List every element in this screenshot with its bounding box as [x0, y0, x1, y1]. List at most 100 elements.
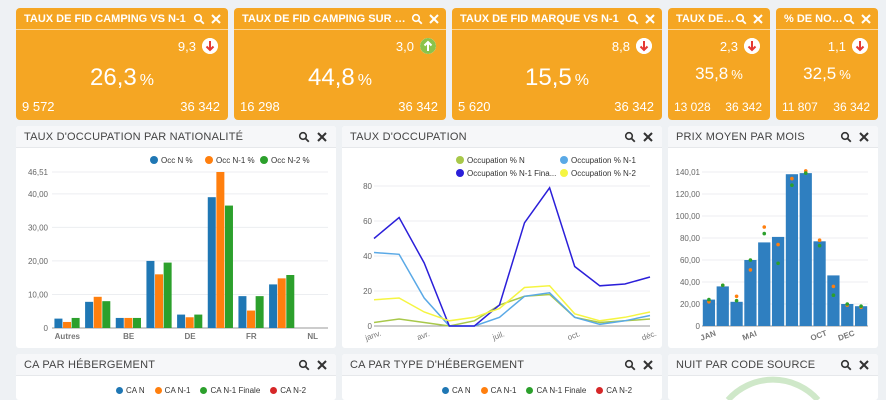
search-icon[interactable]: [624, 131, 636, 143]
x-tick-label: MAI: [741, 329, 758, 342]
x-tick-label: oct.: [566, 329, 581, 342]
legend-label: Occ N-1 %: [216, 156, 255, 165]
kpi-unit: %: [574, 72, 589, 89]
y-tick-label: 20,00: [28, 257, 49, 266]
bar: [238, 296, 247, 328]
kpi-compare-value: 1,1: [827, 38, 846, 54]
marker-dot: [720, 283, 725, 288]
kpi-title: TAUX DE FID MARQUE VS N-1: [460, 12, 619, 25]
search-icon[interactable]: [627, 13, 639, 25]
legend-item[interactable]: CA N: [442, 386, 471, 395]
close-icon[interactable]: [210, 13, 222, 25]
kpi-footer: 9 572 36 342: [22, 99, 220, 114]
bar: [163, 262, 172, 328]
y-tick-label: 60: [363, 217, 372, 226]
marker-dot: [776, 242, 780, 247]
kpi-comparison: 2,3: [720, 38, 760, 54]
marker-dot: [707, 297, 711, 302]
kpi-tile-nouveaux[interactable]: % DE NOU... 1,1 32,5% 11 807 36 342: [776, 8, 878, 120]
ca-hebergement-legend: CA N CA N-1 CA N-1 Finale CA N-2: [116, 386, 306, 395]
legend-label: CA N-2: [280, 386, 307, 395]
legend-label: CA N-2: [606, 386, 633, 395]
kpi-comparison: 3,0: [396, 38, 436, 54]
close-icon[interactable]: [644, 13, 656, 25]
prix-bar-chart: 140,01 120,00 100,00 80,00 60,00 40,00 20,00 0J…: [676, 168, 868, 343]
arrow-down-icon: [636, 38, 652, 54]
y-tick-label: 60,00: [680, 256, 701, 265]
kpi-footer: 16 298 36 342: [240, 99, 438, 114]
legend-item[interactable]: CA N-2: [596, 386, 632, 395]
legend-item[interactable]: CA N-2: [270, 386, 306, 395]
kpi-tile-fid-4[interactable]: TAUX DE F... 2,3 35,8% 13 028 36 342: [668, 8, 770, 120]
legend-label: Occ N %: [161, 156, 193, 165]
ca-type-legend: CA N CA N-1 CA N-1 Finale CA N-2: [442, 386, 632, 395]
series-line: [373, 293, 651, 327]
arrow-down-icon: [852, 38, 868, 54]
search-icon[interactable]: [193, 13, 205, 25]
legend-label: Occupation % N-2: [571, 169, 636, 178]
kpi-header: TAUX DE FID MARQUE VS N-1: [452, 8, 662, 30]
marker-dot: [776, 261, 780, 266]
legend-item[interactable]: CA N-1 Finale: [526, 386, 586, 395]
marker-dot: [762, 231, 767, 236]
kpi-tile-fid-camping-3-ans[interactable]: TAUX DE FID CAMPING SUR 3 ANS 3,0 44,8% …: [234, 8, 446, 120]
legend-item[interactable]: CA N-1: [480, 386, 516, 395]
kpi-main-value: 32,5%: [776, 64, 878, 84]
y-tick-label: 100,00: [676, 212, 701, 221]
kpi-tile-fid-marque-vs-n1[interactable]: TAUX DE FID MARQUE VS N-1 8,8 15,5% 5 62…: [452, 8, 662, 120]
kpi-header: % DE NOU...: [776, 8, 878, 30]
bar: [194, 314, 203, 328]
legend-label: CA N-1 Finale: [210, 386, 261, 395]
bar: [744, 260, 757, 326]
close-icon[interactable]: [316, 359, 328, 371]
search-icon[interactable]: [298, 131, 310, 143]
search-icon[interactable]: [843, 13, 855, 25]
close-icon[interactable]: [860, 13, 872, 25]
bar: [286, 275, 295, 328]
x-tick-label: DEC: [837, 328, 856, 342]
bar: [854, 306, 868, 326]
legend-label: CA N: [452, 386, 471, 395]
search-icon[interactable]: [411, 13, 423, 25]
series-line: [373, 186, 651, 327]
kpi-compare-value: 3,0: [395, 38, 414, 54]
close-icon[interactable]: [752, 13, 764, 25]
search-icon[interactable]: [298, 359, 310, 371]
search-icon[interactable]: [840, 359, 852, 371]
close-icon[interactable]: [858, 359, 870, 371]
kpi-main-value: 35,8%: [668, 64, 770, 84]
panel-header: TAUX D'OCCUPATION: [342, 126, 662, 148]
close-icon[interactable]: [642, 359, 654, 371]
close-icon[interactable]: [858, 131, 870, 143]
kpi-footer: 11 807 36 342: [782, 100, 870, 114]
y-tick-label: 40,00: [680, 278, 701, 287]
marker-dot: [859, 304, 863, 309]
marker-dot: [817, 238, 822, 243]
kpi-right-count: 36 342: [833, 100, 870, 114]
legend-item[interactable]: CA N-1: [154, 386, 190, 395]
bar: [93, 296, 102, 328]
close-icon[interactable]: [642, 131, 654, 143]
search-icon[interactable]: [735, 13, 747, 25]
close-icon[interactable]: [428, 13, 440, 25]
x-tick-label: avr.: [416, 329, 431, 342]
marker-dot: [748, 258, 753, 262]
search-icon[interactable]: [624, 359, 636, 371]
marker-dot: [790, 183, 794, 188]
search-icon[interactable]: [840, 131, 852, 143]
bar: [85, 301, 94, 328]
bar: [247, 310, 256, 328]
panel-header: CA PAR HÉBERGEMENT: [16, 354, 336, 376]
kpi-tile-fid-camping-vs-n1[interactable]: TAUX DE FID CAMPING VS N-1 9,3 26,3% 9 5…: [16, 8, 228, 120]
panel-title: PRIX MOYEN PAR MOIS: [676, 130, 805, 143]
kpi-unit: %: [839, 67, 851, 82]
panel-title: NUIT PAR CODE SOURCE: [676, 358, 816, 371]
bar: [207, 197, 216, 328]
legend-item[interactable]: CA N-1 Finale: [200, 386, 260, 395]
kpi-right-count: 36 342: [398, 99, 438, 114]
legend-item[interactable]: CA N: [116, 386, 145, 395]
kpi-value: 32,5: [803, 64, 837, 83]
close-icon[interactable]: [316, 131, 328, 143]
kpi-header: TAUX DE FID CAMPING SUR 3 ANS: [234, 8, 446, 30]
legend-label: Occupation % N-1 Fina...: [467, 169, 556, 178]
